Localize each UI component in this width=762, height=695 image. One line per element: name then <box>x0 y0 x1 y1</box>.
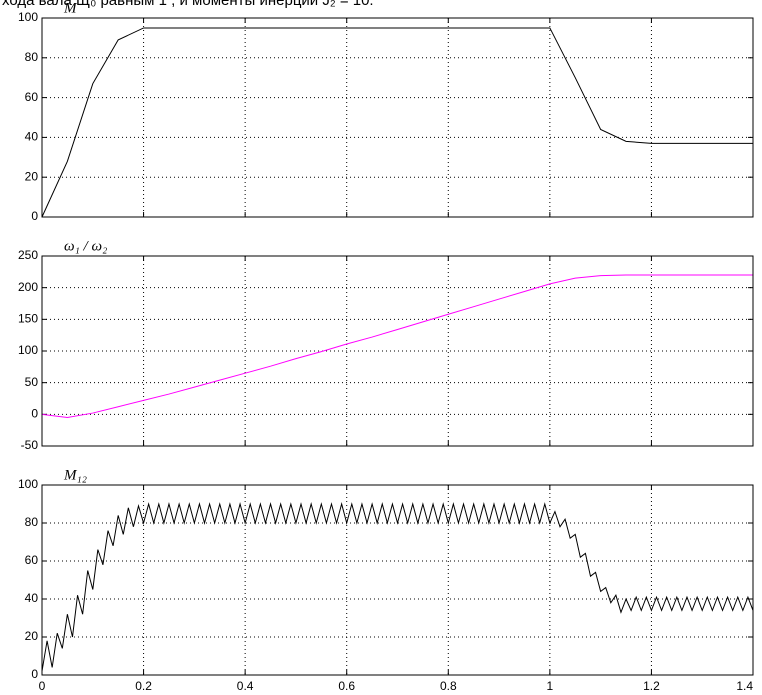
y-tick-label: 150 <box>18 312 38 326</box>
y-tick-label: 100 <box>18 477 38 491</box>
data-line <box>41 274 753 419</box>
y-tick-label: 60 <box>25 90 39 104</box>
x-tick-label: 1.4 <box>736 679 753 693</box>
x-tick-label: 0.6 <box>338 679 355 693</box>
x-tick-label: 0.8 <box>440 679 457 693</box>
plot-label: M₁₂ <box>63 467 87 483</box>
plot-label: M <box>63 0 78 16</box>
x-tick-label: 1.2 <box>643 679 660 693</box>
plot-frame <box>41 255 754 447</box>
x-tick-label: 0.4 <box>237 679 254 693</box>
y-tick-label: 0 <box>31 407 38 421</box>
data-line <box>41 502 754 672</box>
plot-label: ω₁ / ω₂ <box>64 238 107 254</box>
y-tick-label: 80 <box>25 50 39 64</box>
y-tick-label: 0 <box>31 209 38 223</box>
plot-area <box>42 18 753 217</box>
y-tick-label: 20 <box>25 169 39 183</box>
y-tick-label: 60 <box>25 553 39 567</box>
y-tick-label: 100 <box>18 343 38 357</box>
y-tick-label: 200 <box>18 280 38 294</box>
x-tick-label: 1 <box>547 679 554 693</box>
y-tick-label: 20 <box>25 629 39 643</box>
y-tick-label: -50 <box>21 438 39 452</box>
data-line <box>41 27 753 218</box>
plot-area <box>42 485 753 675</box>
x-tick-label: 0.2 <box>135 679 152 693</box>
y-tick-label: 100 <box>18 10 38 24</box>
y-tick-label: 40 <box>25 130 39 144</box>
y-tick-label: 250 <box>18 248 38 262</box>
y-tick-label: 40 <box>25 591 39 605</box>
y-tick-label: 50 <box>25 375 39 389</box>
caption: хода вала Щ₀ равным 1 , и моменты инерци… <box>2 0 374 9</box>
y-tick-label: 0 <box>31 667 38 681</box>
x-tick-label: 0 <box>39 679 46 693</box>
y-tick-label: 80 <box>25 515 39 529</box>
plot-frame <box>41 17 754 218</box>
plot-frame <box>41 484 754 676</box>
